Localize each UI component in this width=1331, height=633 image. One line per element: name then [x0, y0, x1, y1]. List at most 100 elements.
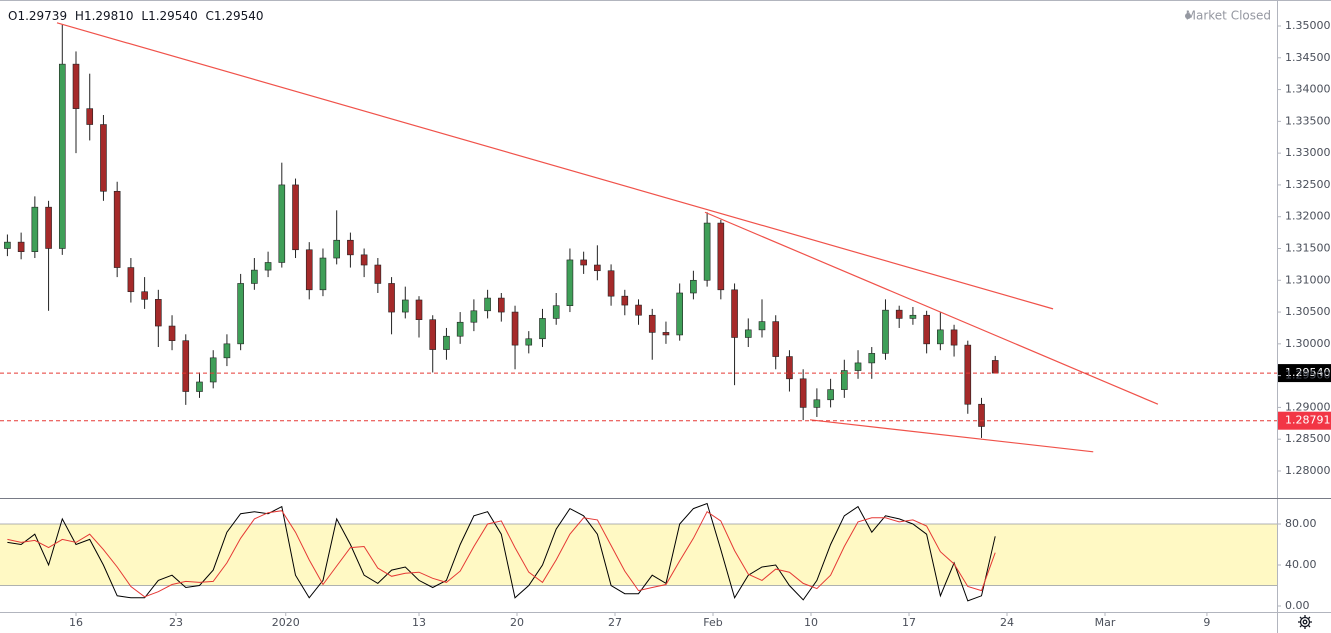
candle-body — [360, 254, 368, 266]
candle-body — [717, 222, 725, 291]
candle-body — [264, 262, 272, 271]
trend-line — [56, 22, 1054, 310]
candle-body — [113, 190, 121, 268]
x-tick-label: Mar — [1095, 616, 1116, 629]
y-tick-label: 1.32500 — [1285, 178, 1331, 191]
ohlc-key: O — [8, 9, 17, 23]
candle-body — [470, 310, 478, 323]
candle-body — [484, 297, 491, 312]
candle-body — [86, 108, 94, 125]
candle-body — [429, 319, 437, 350]
y-tick-label: 1.32000 — [1285, 210, 1331, 223]
trend-line — [704, 211, 1159, 405]
y-tick-label: 1.30500 — [1285, 305, 1331, 318]
candle-body — [17, 241, 25, 252]
candle-body — [827, 389, 834, 401]
candle-body — [456, 321, 464, 337]
candle-body — [594, 264, 601, 272]
ohlc-value: 1.29739 — [17, 9, 67, 23]
y-tick-label: 1.29500 — [1285, 369, 1331, 382]
candle-body — [895, 309, 903, 319]
candle-body — [772, 321, 780, 357]
candle-body — [251, 269, 258, 284]
y-tick-label: 0.00 — [1285, 599, 1310, 612]
y-tick-label: 1.30000 — [1285, 337, 1331, 350]
candle-body — [498, 297, 505, 313]
candle-body — [868, 353, 876, 364]
candle-body — [621, 295, 629, 306]
ohlc-key: H — [75, 9, 84, 23]
x-tick-label: 13 — [412, 616, 426, 629]
candle-body — [72, 63, 80, 109]
candle-body — [401, 299, 409, 313]
candle-body — [347, 239, 354, 256]
candle-body — [388, 283, 395, 313]
x-tick-label: 24 — [1000, 616, 1014, 629]
candle-body — [991, 360, 999, 374]
candle-body — [703, 222, 711, 281]
trend-line — [809, 419, 1094, 453]
candle-body — [374, 264, 382, 284]
stoch-line — [7, 510, 996, 598]
y-tick-label: 40.00 — [1285, 558, 1317, 571]
y-tick-label: 1.34000 — [1285, 83, 1331, 96]
candle-body — [525, 338, 533, 346]
x-tick-label: 20 — [510, 616, 524, 629]
y-tick-label: 80.00 — [1285, 517, 1317, 530]
x-tick-label: 17 — [902, 616, 916, 629]
candle-body — [786, 356, 793, 380]
ohlc-value: 1.29810 — [84, 9, 134, 23]
candle-body — [539, 318, 546, 340]
stoch-line — [7, 502, 996, 602]
candle-body — [662, 332, 670, 336]
candle-body — [635, 304, 642, 316]
price-label: 1.28791 — [1285, 414, 1331, 427]
candle-body — [813, 399, 821, 408]
x-tick-label: 2020 — [272, 616, 300, 629]
candle-body — [237, 283, 244, 345]
candle-body — [511, 311, 519, 346]
ohlc-key: C — [206, 9, 214, 23]
y-tick-label: 1.33500 — [1285, 114, 1331, 127]
ohlc-value: 1.29540 — [148, 9, 198, 23]
settings-icon[interactable] — [1298, 615, 1312, 629]
candle-body — [854, 362, 862, 371]
price-label-bg — [1278, 364, 1331, 383]
price-label: 1.29540 — [1285, 366, 1331, 379]
y-tick-label: 1.29000 — [1285, 400, 1331, 413]
candle-body — [909, 314, 917, 319]
candle-body — [923, 314, 930, 345]
candle-body — [31, 206, 39, 252]
candle-body — [758, 321, 766, 331]
candle-body — [45, 206, 52, 249]
x-tick-label: 27 — [608, 616, 622, 629]
candle-body — [580, 259, 587, 266]
candle-body — [690, 279, 697, 294]
candle-body — [168, 325, 176, 341]
x-tick-label: 16 — [69, 616, 83, 629]
market-status: Market Closed — [1186, 9, 1271, 23]
y-tick-label: 1.34500 — [1285, 51, 1331, 64]
candle-body — [127, 267, 135, 293]
y-tick-label: 1.33000 — [1285, 146, 1331, 159]
candle-body — [100, 124, 107, 192]
candle-body — [415, 299, 423, 320]
candle-body — [443, 335, 450, 350]
candle-body — [882, 309, 889, 354]
candle-body — [319, 257, 327, 291]
candle-body — [648, 314, 656, 333]
ohlc-header: O1.29739 H1.29810 L1.29540 C1.29540 — [8, 9, 264, 23]
stoch-band — [0, 523, 1277, 586]
candle-body — [223, 343, 231, 359]
stoch-band-group — [0, 523, 1277, 586]
candle-body — [964, 344, 972, 405]
price-label-bg — [1278, 411, 1331, 430]
candle-body — [676, 292, 683, 336]
candle-body — [744, 329, 752, 338]
candle-body — [978, 403, 985, 427]
candle-body — [950, 329, 958, 346]
x-tick-label: 10 — [804, 616, 818, 629]
candle-body — [196, 381, 203, 392]
